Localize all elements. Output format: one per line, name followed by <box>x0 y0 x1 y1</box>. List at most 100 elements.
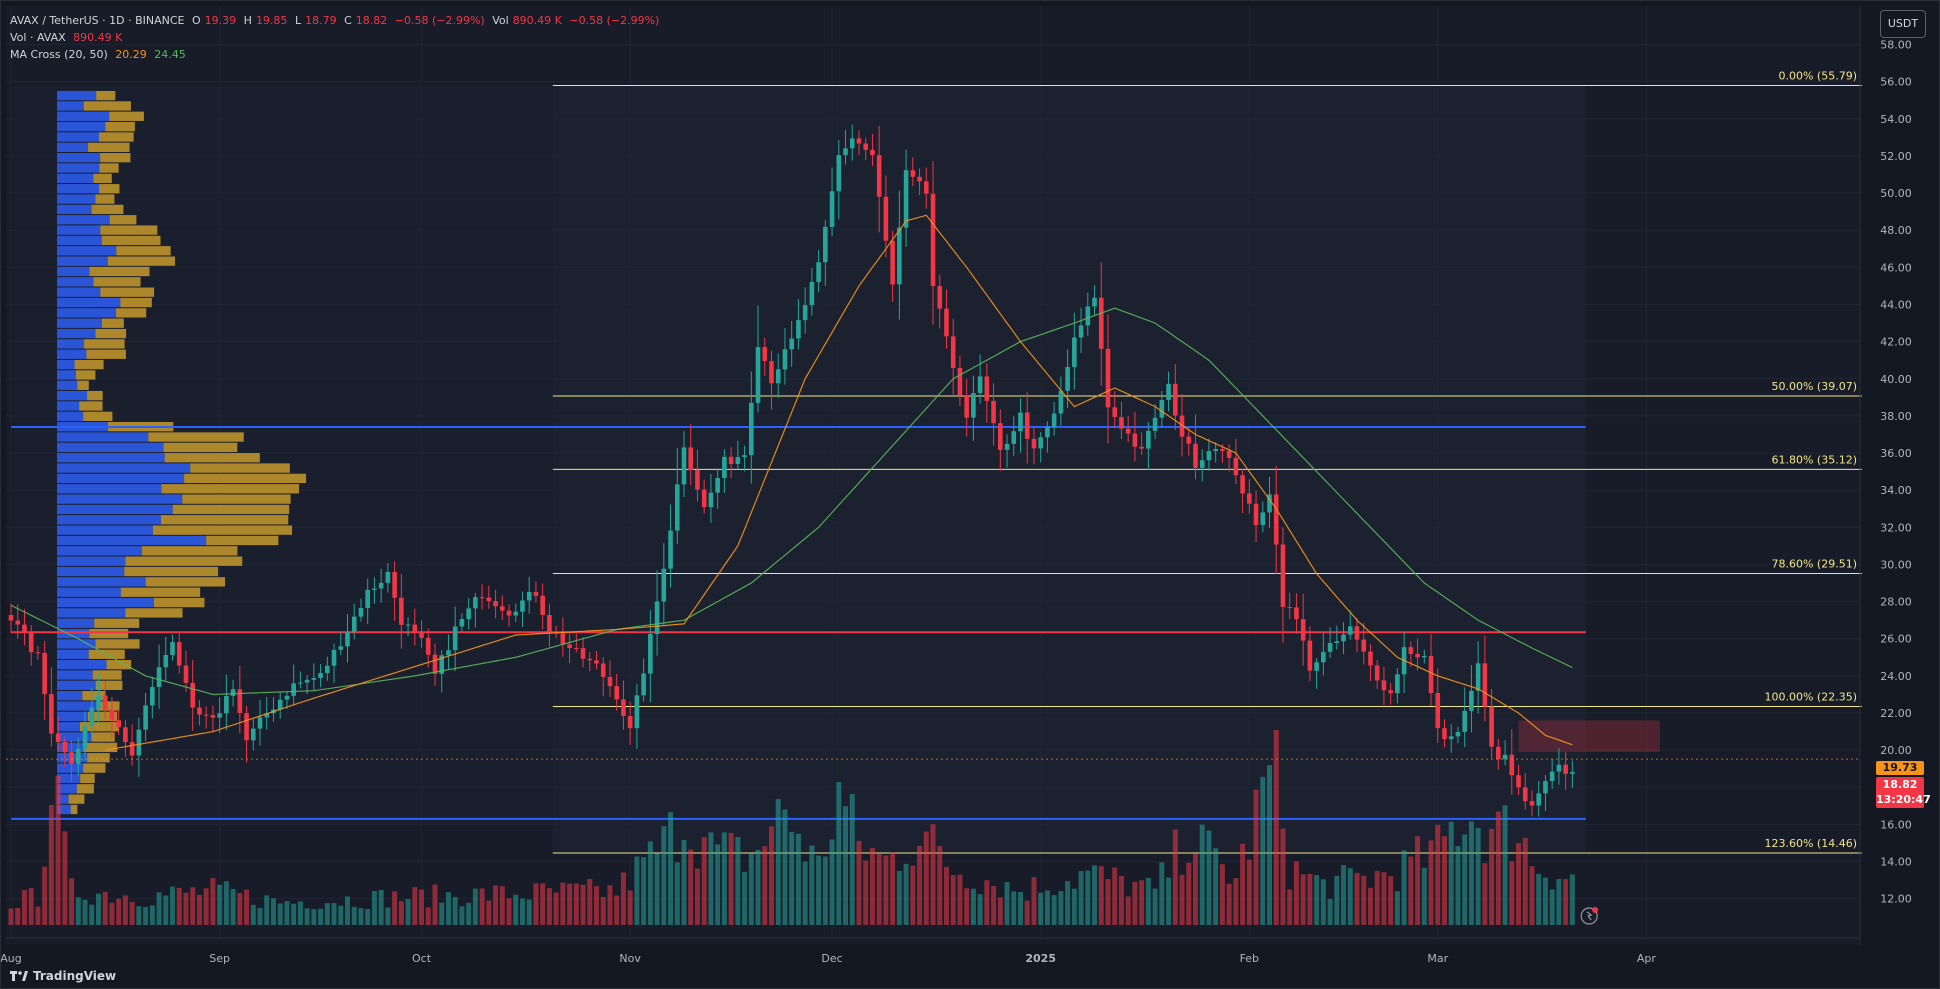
volume-bar <box>439 902 445 925</box>
candle-body <box>533 591 539 596</box>
candle-body <box>903 170 909 228</box>
price-axis-tick-label: 50.00 <box>1880 187 1912 200</box>
candle-body <box>661 568 667 602</box>
volume-bar <box>1435 824 1441 925</box>
candle-body <box>1536 793 1542 806</box>
volume-bar <box>775 799 781 925</box>
candle-body <box>1152 417 1158 431</box>
volume-bar <box>116 898 122 925</box>
volume-bar <box>567 883 573 925</box>
volume-bar <box>829 839 835 925</box>
volume-bar <box>816 855 822 925</box>
volume-profile-bar-up <box>57 184 100 194</box>
volume-profile-bar-down <box>153 597 205 608</box>
volume-bar <box>1280 828 1286 925</box>
volume-bar <box>1347 868 1353 925</box>
volume-bar <box>1489 828 1495 925</box>
candle-body <box>176 642 182 666</box>
candle-body <box>621 699 626 717</box>
volume-bar <box>1004 882 1010 925</box>
volume-profile-bar-up <box>57 380 78 390</box>
volume-bar <box>937 846 943 925</box>
volume-bar <box>890 852 896 925</box>
volume-bar <box>1522 837 1528 925</box>
volume-profile-bar-down <box>95 639 140 649</box>
volume-bar <box>499 886 505 925</box>
volume-bar <box>297 901 303 925</box>
volume-bar <box>1192 853 1198 925</box>
volume-bar <box>715 844 721 925</box>
volume-profile-bar-up <box>57 556 126 566</box>
volume-bar <box>1300 874 1306 925</box>
volume-profile-bar-down <box>95 680 123 691</box>
volume-bar <box>1132 881 1138 925</box>
volume-bar <box>217 884 223 925</box>
candle-body <box>944 308 949 337</box>
volume-profile-bar-down <box>148 432 244 442</box>
candle-body <box>35 652 41 654</box>
volume-bar <box>755 849 761 925</box>
volume-profile-bar-up <box>57 773 81 784</box>
candle-body <box>1226 450 1232 458</box>
volume-bar <box>122 895 128 925</box>
volume-profile-bar-down <box>91 204 124 215</box>
candle-body <box>284 695 290 700</box>
volume-profile-bar-down <box>93 173 112 184</box>
volume-bar <box>270 898 276 925</box>
volume-profile-bar-down <box>77 380 89 390</box>
volume-bar <box>392 891 398 925</box>
symbol-label[interactable]: AVAX / TetherUS · 1D · BINANCE <box>10 14 185 27</box>
volume-bar <box>1428 840 1434 925</box>
price-axis-tick-label: 48.00 <box>1880 224 1912 237</box>
volume-bar <box>1462 834 1468 925</box>
candle-body <box>116 720 121 728</box>
volume-bar <box>365 909 371 925</box>
volume-bar <box>1516 843 1522 925</box>
candle-body <box>950 336 956 368</box>
candle-body <box>1543 781 1548 794</box>
currency-unit-button[interactable]: USDT <box>1880 10 1926 38</box>
price-axis-tick-label: 34.00 <box>1880 484 1912 497</box>
volume-bar <box>910 865 916 925</box>
volume-profile-bar-up <box>57 308 117 318</box>
tradingview-logo[interactable]: TradingView <box>10 969 116 983</box>
volume-profile-bar-down <box>206 535 279 546</box>
candle-body <box>769 361 774 384</box>
open-value: 19.39 <box>204 14 237 27</box>
volume-profile-bar-up <box>57 484 162 494</box>
candle-body <box>1024 412 1030 439</box>
volume-bar <box>1098 866 1104 925</box>
volume-bar <box>1011 891 1017 925</box>
volume-bar <box>748 853 754 925</box>
time-axis-tick-label: 2025 <box>1025 952 1056 965</box>
volume-profile-bar-down <box>83 411 113 422</box>
candle-body <box>607 677 613 687</box>
volume-profile-bar-up <box>57 639 96 649</box>
ma-cross-label: MA Cross (20, 50) <box>10 48 108 61</box>
candle-body <box>1516 775 1521 788</box>
volume-bar <box>385 907 391 925</box>
volume-profile-bar-down <box>141 546 238 556</box>
price-axis-tick-label: 12.00 <box>1880 893 1912 906</box>
volume-profile-bar-down <box>68 794 85 804</box>
candle-body <box>668 530 673 569</box>
volume-bar <box>802 861 808 925</box>
volume-bar <box>957 874 963 925</box>
legend-volume-row[interactable]: Vol · AVAX 890.49 K <box>10 29 663 46</box>
candle-body <box>654 601 660 634</box>
volume-profile-bar-up <box>57 349 87 359</box>
high-label: H <box>243 14 252 27</box>
volume-bar <box>681 839 687 925</box>
candle-body <box>1045 426 1050 438</box>
fib-level-label: 78.60% (29.51) <box>1771 558 1857 571</box>
volume-profile-bar-up <box>57 628 90 639</box>
volume-profile-bar-down <box>161 484 300 494</box>
volume-bar <box>237 892 243 925</box>
candle-body <box>170 642 175 656</box>
time-axis-tick-label: Aug <box>0 952 21 965</box>
candle-body <box>715 478 720 493</box>
candle-body <box>870 149 875 156</box>
legend-ma-row[interactable]: MA Cross (20, 50) 20.29 24.45 <box>10 46 663 63</box>
candle-body <box>1166 383 1171 400</box>
